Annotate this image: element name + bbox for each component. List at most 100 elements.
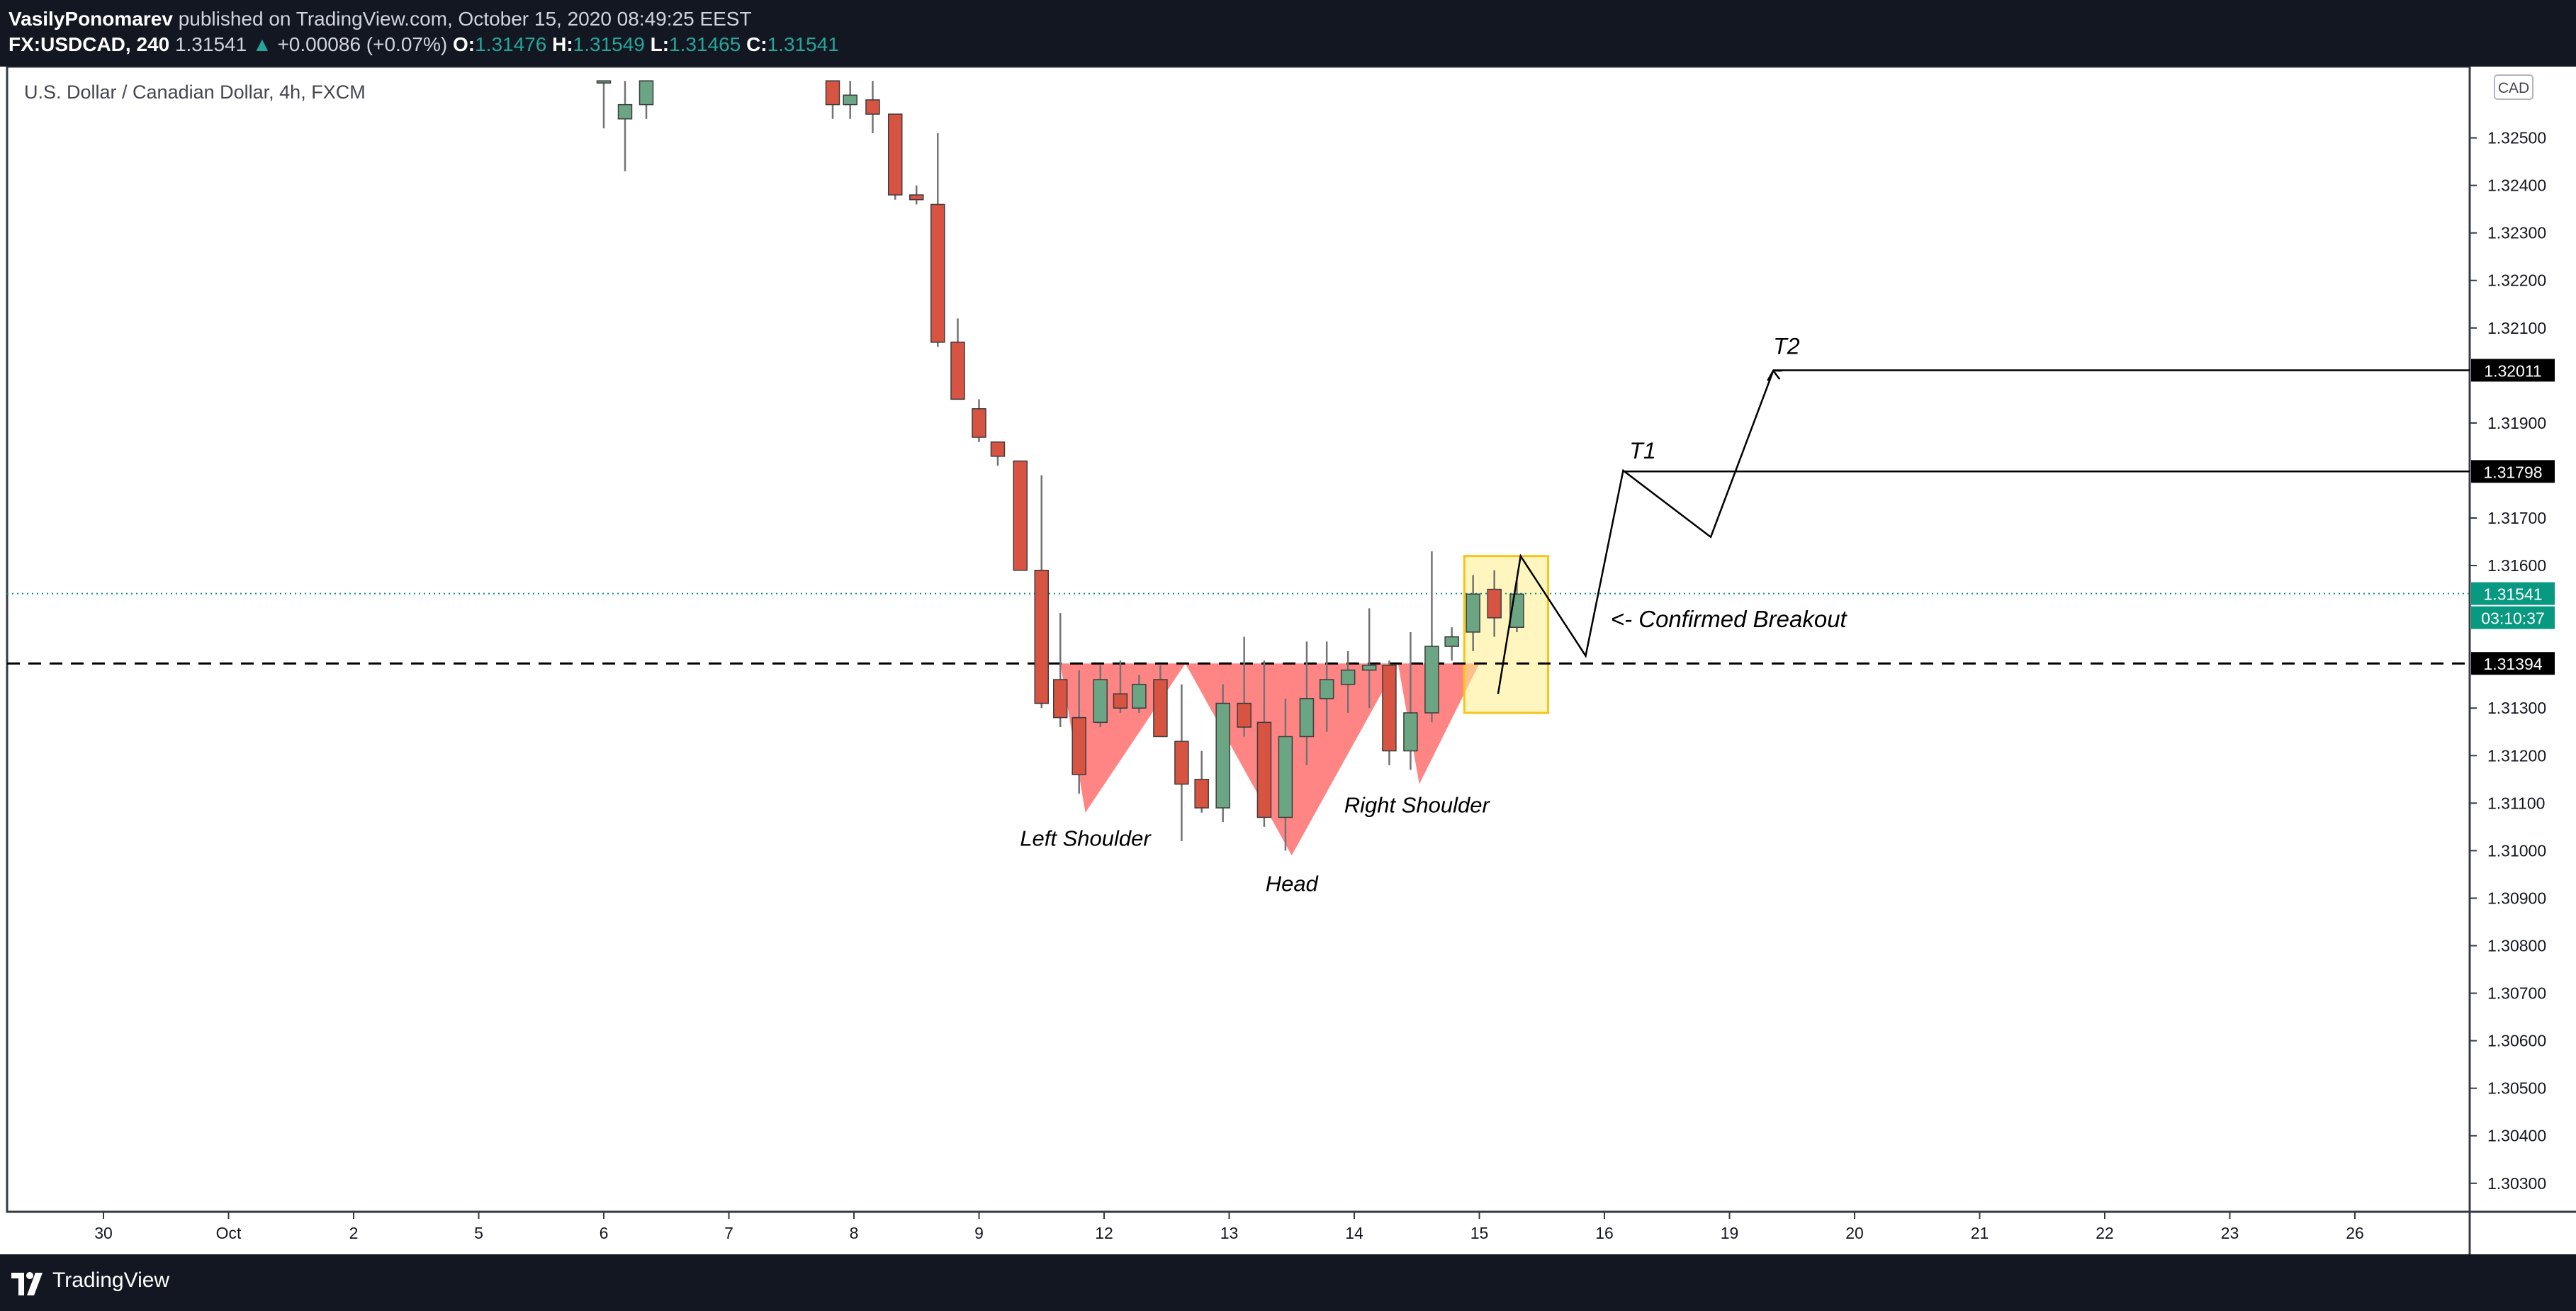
- low-label: L:: [650, 33, 670, 55]
- candle-up: [1444, 636, 1459, 647]
- price-levels: [7, 369, 2470, 665]
- x-axis-ticks: 30 Oct 2 5 6 7 8 9 12 13 14 15 16 19 20 21 22 23 26: [94, 1212, 2364, 1242]
- candle-up: [1299, 698, 1315, 738]
- open-label: O:: [452, 33, 476, 55]
- candles[interactable]: [596, 80, 1524, 851]
- level-price-label: 1.32011: [2484, 361, 2541, 380]
- annotations: Left Shoulder Head Right Shoulder <- Confir…: [1020, 334, 1847, 896]
- candle-down: [1072, 716, 1086, 775]
- candle-down: [1113, 693, 1128, 709]
- x-tick-label: 12: [1095, 1224, 1113, 1242]
- candle-up: [1466, 593, 1480, 633]
- high-label: H:: [552, 33, 573, 55]
- projection-path: [1497, 368, 1782, 694]
- y-tick-label: 1.32300: [2487, 224, 2546, 242]
- chart-canvas[interactable]: U.S. Dollar / Canadian Dollar, 4h, FXCM …: [0, 67, 2576, 1254]
- publish-text: published on TradingView.com, October 15…: [178, 8, 752, 30]
- x-tick-label: 30: [94, 1224, 113, 1242]
- author-name[interactable]: VasilyPonomarev: [9, 8, 173, 30]
- y-tick-label: 1.31200: [2487, 746, 2546, 765]
- candle-down: [1237, 702, 1252, 728]
- plot-area[interactable]: [6, 67, 2471, 1213]
- y-tick-label: 1.31000: [2487, 841, 2546, 860]
- y-tick-label: 1.30400: [2487, 1127, 2546, 1145]
- y-tick-label: 1.30900: [2487, 889, 2546, 907]
- candle-down: [950, 342, 965, 400]
- price-axis[interactable]: [2470, 67, 2576, 1212]
- y-tick-label: 1.31900: [2487, 414, 2546, 432]
- last-price: 1.31541: [174, 33, 247, 55]
- currency-badge[interactable]: [2494, 74, 2533, 100]
- candle-down: [825, 80, 840, 106]
- candle-down: [887, 113, 903, 196]
- candle-up: [1340, 669, 1356, 685]
- y-tick-label: 1.32400: [2487, 176, 2546, 195]
- x-tick-label: 8: [850, 1224, 859, 1242]
- y-tick-label: 1.30500: [2487, 1079, 2546, 1098]
- right-shoulder-triangle: [1397, 663, 1480, 784]
- footer-bar: TradingView: [0, 1254, 2576, 1311]
- annotation-label: Left Shoulder: [1020, 826, 1152, 851]
- x-tick-label: 22: [2096, 1224, 2114, 1242]
- candle-up: [1215, 702, 1230, 809]
- x-tick-label: 7: [724, 1224, 733, 1242]
- x-tick-label: 19: [1721, 1224, 1739, 1242]
- tradingview-logo-icon[interactable]: [10, 1267, 45, 1298]
- breakout-box: [1463, 555, 1550, 714]
- y-tick-label: 1.30300: [2487, 1174, 2546, 1193]
- candle-down: [865, 99, 880, 115]
- countdown-label: 03:10:37: [2481, 609, 2545, 628]
- annotation-label: Right Shoulder: [1344, 793, 1491, 818]
- candle-up: [1132, 683, 1147, 709]
- x-tick-label: 2: [349, 1224, 359, 1242]
- x-tick-label: 15: [1470, 1224, 1489, 1242]
- y-tick-label: 1.32200: [2487, 271, 2546, 290]
- annotation-label: <- Confirmed Breakout: [1611, 606, 1848, 632]
- y-axis-ticks: 1.32500 1.32400 1.32300 1.32200 1.32100 1.319…: [2470, 129, 2546, 1193]
- annotation-label: T2: [1773, 334, 1800, 359]
- candle-down: [1153, 679, 1168, 738]
- candle-up: [1093, 679, 1108, 724]
- chart-title: U.S. Dollar / Canadian Dollar, 4h, FXCM: [24, 81, 366, 103]
- candle-down: [1174, 741, 1189, 785]
- brand-name[interactable]: TradingView: [52, 1268, 170, 1292]
- y-tick-label: 1.30800: [2487, 936, 2546, 955]
- x-tick-label: 16: [1595, 1224, 1614, 1242]
- projection-arrow: [1767, 368, 1781, 381]
- x-tick-label: 13: [1220, 1224, 1239, 1242]
- candle-up: [1319, 679, 1334, 699]
- candle-down: [930, 203, 945, 343]
- candle-up: [617, 103, 633, 120]
- candle-down: [1256, 721, 1272, 818]
- x-tick-label: 5: [474, 1224, 483, 1242]
- candle-down: [1034, 570, 1049, 704]
- current-price-tag: [2471, 582, 2555, 605]
- candle-down: [972, 408, 986, 438]
- ohlc-bar: FX:USDCAD, 240 1.31541 ▲ +0.00086 (+0.07…: [9, 33, 839, 57]
- x-tick-label: 23: [2221, 1224, 2239, 1242]
- y-tick-label: 1.31700: [2487, 509, 2546, 527]
- candle-up: [1361, 665, 1377, 671]
- open-value: 1.31476: [475, 33, 547, 55]
- x-tick-label: 20: [1845, 1224, 1864, 1242]
- close-label: C:: [746, 33, 767, 55]
- candle-up: [596, 80, 612, 84]
- close-value: 1.31541: [767, 33, 839, 55]
- candle-up: [1424, 646, 1439, 714]
- candle-down: [909, 194, 924, 201]
- low-value: 1.31465: [669, 33, 741, 55]
- up-arrow-icon: ▲: [252, 33, 272, 55]
- y-tick-label: 1.32500: [2487, 129, 2546, 147]
- annotation-label: Head: [1266, 871, 1320, 896]
- x-tick-label: 26: [2346, 1224, 2364, 1242]
- x-tick-label: 6: [600, 1224, 609, 1242]
- high-value: 1.31549: [573, 33, 645, 55]
- x-tick-label: Oct: [216, 1224, 242, 1242]
- price-chart[interactable]: U.S. Dollar / Canadian Dollar, 4h, FXCM …: [0, 67, 2576, 1254]
- candle-up: [1403, 712, 1418, 752]
- level-price-tag: [2471, 359, 2555, 382]
- symbol-label[interactable]: FX:USDCAD, 240: [9, 33, 170, 55]
- candle-down: [1194, 779, 1209, 809]
- y-tick-label: 1.31100: [2487, 794, 2545, 812]
- y-tick-label: 1.30600: [2487, 1032, 2546, 1050]
